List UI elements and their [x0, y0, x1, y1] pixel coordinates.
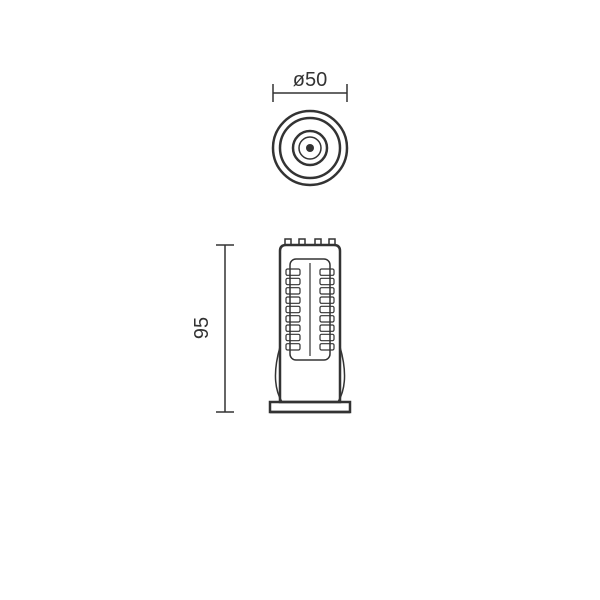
diameter-dimension: ø50 — [273, 69, 347, 102]
side-view — [270, 239, 350, 412]
technical-drawing: ø50 95 — [0, 0, 600, 600]
height-label: 95 — [191, 317, 213, 339]
top-view — [273, 111, 347, 185]
diameter-label: ø50 — [293, 69, 327, 91]
height-dimension: 95 — [191, 245, 234, 412]
